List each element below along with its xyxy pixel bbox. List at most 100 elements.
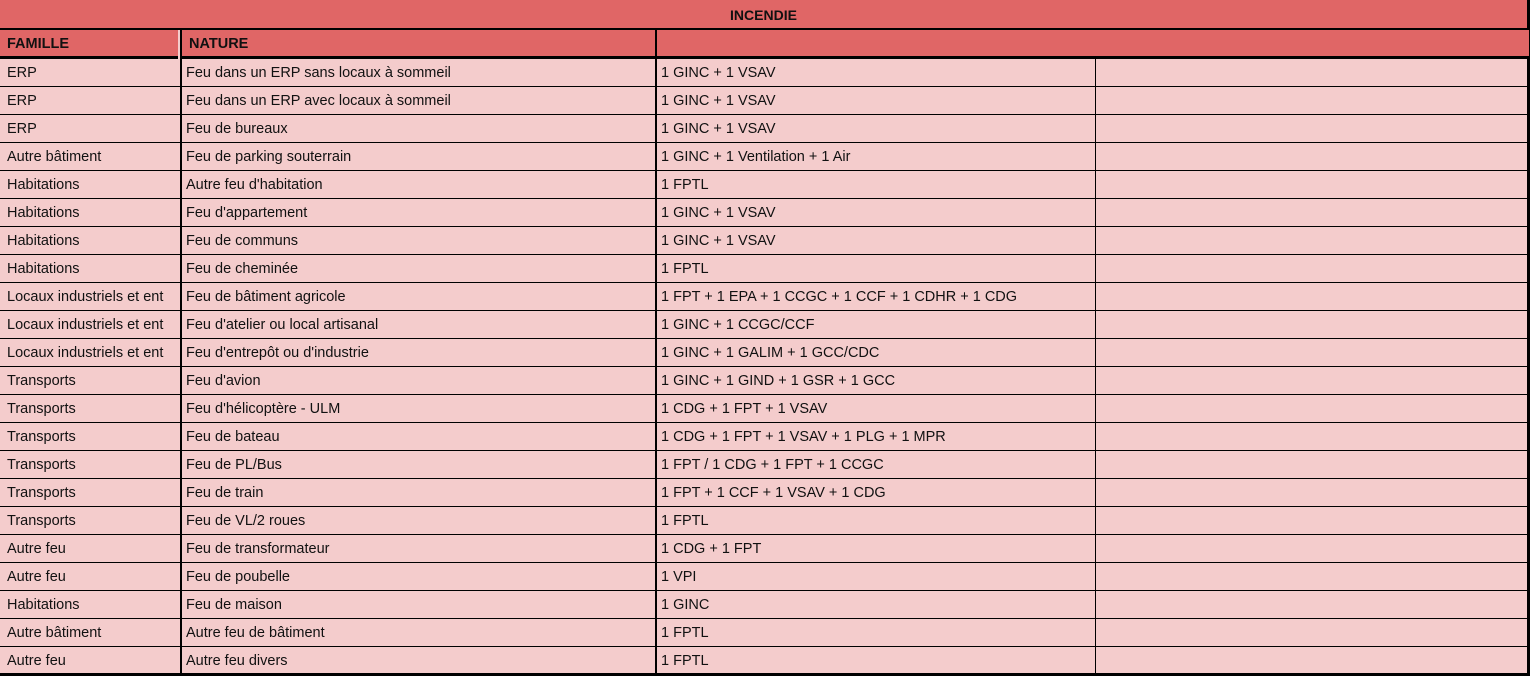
table-row: Autre bâtiment Autre feu de bâtiment 1 FPT… [0,619,1527,647]
cell-nature[interactable]: Feu d'hélicoptère - ULM [180,395,655,422]
table-row: Transports Feu d'avion 1 GINC + 1 GIND + 1… [0,367,1527,395]
cell-moyens[interactable]: 1 GINC + 1 Ventilation + 1 Air [655,143,1095,170]
cell-nature[interactable]: Feu de transformateur [180,535,655,562]
cell-moyens[interactable]: 1 CDG + 1 FPT + 1 VSAV + 1 PLG + 1 MPR [655,423,1095,450]
cell-extra[interactable] [1095,647,1527,674]
cell-nature[interactable]: Feu d'avion [180,367,655,394]
cell-famille[interactable]: Habitations [7,205,80,221]
cell-moyens[interactable]: 1 GINC + 1 GIND + 1 GSR + 1 GCC [655,367,1095,394]
cell-nature[interactable]: Feu d'entrepôt ou d'industrie [180,339,655,366]
cell-nature[interactable]: Feu de maison [180,591,655,618]
cell-moyens[interactable]: 1 GINC + 1 GALIM + 1 GCC/CDC [655,339,1095,366]
cell-moyens[interactable]: 1 GINC + 1 VSAV [655,115,1095,142]
cell-nature[interactable]: Feu de PL/Bus [180,451,655,478]
cell-moyens[interactable]: 1 FPT + 1 CCF + 1 VSAV + 1 CDG [655,479,1095,506]
cell-famille[interactable]: Autre bâtiment [7,625,102,641]
cell-famille[interactable]: Autre feu [7,541,66,557]
cell-extra[interactable] [1095,367,1527,394]
cell-famille[interactable]: Locaux industriels et ent [7,317,164,333]
cell-extra[interactable] [1095,199,1527,226]
cell-moyens[interactable]: 1 FPTL [655,619,1095,646]
cell-nature[interactable]: Feu de communs [180,227,655,254]
cell-moyens[interactable]: 1 FPTL [655,255,1095,282]
cell-extra[interactable] [1095,339,1527,366]
header-famille[interactable]: FAMILLE [0,30,178,59]
cell-extra[interactable] [1095,535,1527,562]
cell-famille[interactable]: Habitations [7,233,80,249]
cell-nature[interactable]: Autre feu d'habitation [180,171,655,198]
cell-extra[interactable] [1095,171,1527,198]
cell-nature[interactable]: Feu de bâtiment agricole [180,283,655,310]
cell-extra[interactable] [1095,591,1527,618]
cell-moyens[interactable]: 1 CDG + 1 FPT + 1 VSAV [655,395,1095,422]
cell-moyens[interactable]: 1 GINC + 1 VSAV [655,87,1095,114]
cell-nature[interactable]: Feu de cheminée [180,255,655,282]
cell-moyens[interactable]: 1 FPTL [655,647,1095,674]
cell-moyens[interactable]: 1 FPTL [655,507,1095,534]
cell-famille[interactable]: Transports [7,401,76,417]
cell-nature[interactable]: Feu de poubelle [180,563,655,590]
cell-nature[interactable]: Feu de bureaux [180,115,655,142]
cell-extra[interactable] [1095,395,1527,422]
cell-famille[interactable]: Transports [7,457,76,473]
header-nature[interactable]: NATURE [180,30,657,59]
cell-extra[interactable] [1095,563,1527,590]
cell-famille[interactable]: Transports [7,429,76,445]
cell-moyens[interactable]: 1 GINC + 1 CCGC/CCF [655,311,1095,338]
table-title[interactable]: INCENDIE [0,0,1527,30]
cell-famille[interactable]: ERP [7,93,37,109]
cell-nature[interactable]: Feu d'atelier ou local artisanal [180,311,655,338]
cell-extra[interactable] [1095,423,1527,450]
cell-extra[interactable] [1095,479,1527,506]
cell-famille[interactable]: Locaux industriels et ent [7,345,164,361]
cell-extra[interactable] [1095,283,1527,310]
cell-extra[interactable] [1095,311,1527,338]
cell-famille[interactable]: Habitations [7,177,80,193]
cell-nature[interactable]: Feu dans un ERP avec locaux à sommeil [180,87,655,114]
table-row: ERP Feu de bureaux 1 GINC + 1 VSAV [0,115,1527,143]
cell-nature[interactable]: Autre feu divers [180,647,655,674]
cell-famille[interactable]: Autre feu [7,569,66,585]
cell-famille[interactable]: ERP [7,121,37,137]
header-moyens[interactable] [655,30,1529,59]
cell-nature[interactable]: Feu de parking souterrain [180,143,655,170]
cell-extra[interactable] [1095,255,1527,282]
cell-famille[interactable]: Transports [7,373,76,389]
cell-nature[interactable]: Feu de bateau [180,423,655,450]
cell-extra[interactable] [1095,59,1527,86]
cell-nature[interactable]: Autre feu de bâtiment [180,619,655,646]
cell-moyens[interactable]: 1 GINC + 1 VSAV [655,227,1095,254]
cell-nature[interactable]: Feu de train [180,479,655,506]
cell-moyens[interactable]: 1 GINC + 1 VSAV [655,199,1095,226]
cell-moyens[interactable]: 1 FPT + 1 EPA + 1 CCGC + 1 CCF + 1 CDHR … [655,283,1095,310]
cell-famille[interactable]: ERP [7,65,37,81]
cell-famille[interactable]: Autre feu [7,653,66,669]
cell-famille[interactable]: Autre bâtiment [7,149,102,165]
cell-famille[interactable]: Locaux industriels et ent [7,289,164,305]
cell-nature[interactable]: Feu dans un ERP sans locaux à sommeil [180,59,655,86]
cell-moyens[interactable]: 1 FPT / 1 CDG + 1 FPT + 1 CCGC [655,451,1095,478]
cell-moyens[interactable]: 1 GINC + 1 VSAV [655,59,1095,86]
cell-extra[interactable] [1095,87,1527,114]
cell-famille[interactable]: Habitations [7,597,80,613]
cell-famille[interactable]: Transports [7,513,76,529]
cell-extra[interactable] [1095,619,1527,646]
table-row: Autre feu Feu de transformateur 1 CDG + 1 … [0,535,1527,563]
cell-famille[interactable]: Transports [7,485,76,501]
cell-moyens[interactable]: 1 VPI [655,563,1095,590]
table-row: Locaux industriels et ent Feu d'entrepôt … [0,339,1527,367]
cell-extra[interactable] [1095,451,1527,478]
cell-nature[interactable]: Feu d'appartement [180,199,655,226]
table-row: Autre feu Autre feu divers 1 FPTL [0,647,1527,675]
cell-extra[interactable] [1095,143,1527,170]
cell-moyens[interactable]: 1 FPTL [655,171,1095,198]
cell-extra[interactable] [1095,115,1527,142]
cell-nature[interactable]: Feu de VL/2 roues [180,507,655,534]
cell-extra[interactable] [1095,227,1527,254]
cell-moyens[interactable]: 1 GINC [655,591,1095,618]
cell-moyens[interactable]: 1 CDG + 1 FPT [655,535,1095,562]
cell-famille[interactable]: Habitations [7,261,80,277]
cell-extra[interactable] [1095,507,1527,534]
table-row: Locaux industriels et ent Feu d'atelier o… [0,311,1527,339]
